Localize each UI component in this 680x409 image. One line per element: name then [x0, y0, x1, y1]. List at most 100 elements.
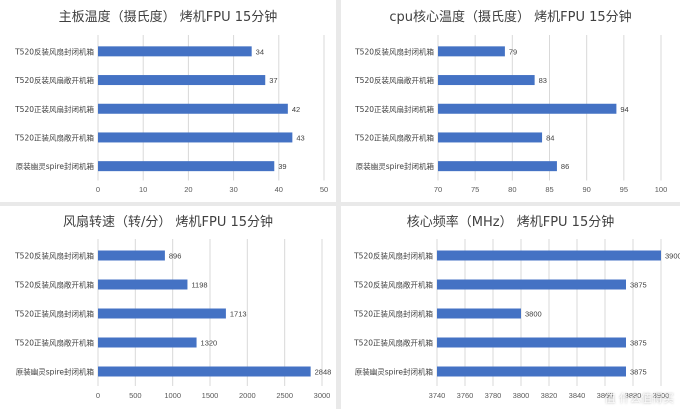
x-tick-label: 80 [508, 185, 516, 194]
data-label: 37 [269, 76, 277, 85]
category-label: T520反装风扇封闭机箱 [14, 46, 94, 56]
data-label: 79 [509, 47, 517, 56]
category-label: T520反装风扇封闭机箱 [354, 46, 434, 56]
data-label: 3900 [665, 252, 680, 261]
bar [98, 103, 288, 114]
x-tick-label: 3800 [513, 391, 530, 400]
chart-title: 核心频率（MHz） 烤机FPU 15分钟 [407, 214, 614, 230]
bar [437, 366, 626, 377]
chart-panel-fan-speed: 风扇转速（转/分） 烤机FPU 15分钟 0 500 1000 1500 2000 2500… [0, 206, 336, 409]
chart-mainboard-temp: 主板温度（摄氏度） 烤机FPU 15分钟 0 10 20 30 40 50 T520反装风扇封… [14, 9, 328, 194]
chart-panel-cpu-temp: cpu核心温度（摄氏度） 烤机FPU 15分钟 70 75 80 85 90 95 100 T5… [341, 0, 680, 202]
category-label: T520正装风扇封闭机箱 [353, 309, 433, 319]
category-label: 原装幽灵spire封闭机箱 [16, 367, 95, 377]
x-tick-label: 0 [96, 391, 100, 400]
data-label: 84 [546, 133, 554, 142]
chart-title: 主板温度（摄氏度） 烤机FPU 15分钟 [59, 9, 278, 25]
data-label: 39 [278, 162, 286, 171]
chart-core-frequency: 核心频率（MHz） 烤机FPU 15分钟 3740 3760 3780 3800 3820… [353, 214, 680, 400]
bar [437, 250, 661, 261]
bar [98, 161, 275, 172]
category-label: T520正装风扇封闭机箱 [14, 104, 94, 114]
data-label: 2848 [315, 368, 332, 377]
x-tick-label: 30 [229, 185, 237, 194]
bar [98, 46, 252, 57]
category-label: T520正装风扇敞开机箱 [353, 338, 433, 348]
x-tick-label: 20 [184, 185, 192, 194]
x-tick-label: 10 [139, 185, 147, 194]
x-tick-label: 100 [655, 185, 668, 194]
category-label: T520正装风扇封闭机箱 [14, 309, 94, 319]
category-label: 原装幽灵spire封闭机箱 [356, 161, 435, 171]
bar [438, 46, 505, 57]
x-tick-label: 1000 [164, 391, 181, 400]
data-label: 42 [292, 105, 300, 114]
x-tick-label: 0 [96, 185, 100, 194]
category-label: T520正装风扇封闭机箱 [354, 104, 434, 114]
bar [437, 308, 521, 319]
x-tick-label: 500 [129, 391, 142, 400]
x-tick-label: 2000 [239, 391, 256, 400]
category-label: 原装幽灵spire封闭机箱 [355, 367, 434, 377]
bar [98, 308, 226, 319]
category-label: 原装幽灵spire封闭机箱 [16, 161, 95, 171]
chart-cpu-temp: cpu核心温度（摄氏度） 烤机FPU 15分钟 70 75 80 85 90 95 100 T5… [354, 9, 668, 194]
x-tick-label: 40 [275, 185, 283, 194]
category-label: T520正装风扇敞开机箱 [14, 338, 94, 348]
data-label: 1713 [230, 310, 247, 319]
data-label: 896 [169, 252, 182, 261]
bar [98, 75, 266, 86]
x-tick-label: 3900 [653, 391, 670, 400]
category-label: T520反装风扇封闭机箱 [353, 251, 433, 261]
x-tick-label: 50 [320, 185, 328, 194]
category-label: T520反装风扇敞开机箱 [14, 75, 94, 85]
data-label: 1198 [191, 281, 207, 290]
bar [438, 103, 617, 114]
x-tick-label: 3840 [569, 391, 586, 400]
x-tick-label: 3740 [429, 391, 446, 400]
bar [437, 337, 626, 348]
bar [98, 250, 165, 261]
x-tick-label: 3880 [625, 391, 642, 400]
category-label: T520反装风扇封闭机箱 [14, 251, 94, 261]
bar [438, 132, 543, 143]
x-tick-label: 90 [582, 185, 590, 194]
bar [98, 132, 293, 143]
data-label: 43 [296, 133, 304, 142]
x-tick-label: 70 [434, 185, 442, 194]
x-tick-label: 2500 [276, 391, 293, 400]
data-label: 94 [620, 105, 628, 114]
data-label: 83 [539, 76, 547, 85]
data-label: 86 [561, 162, 569, 171]
chart-panel-mainboard-temp: 主板温度（摄氏度） 烤机FPU 15分钟 0 10 20 30 40 50 T520反装风扇封… [0, 0, 336, 202]
data-label: 34 [256, 47, 264, 56]
data-label: 1320 [201, 339, 218, 348]
data-label: 3875 [630, 368, 647, 377]
chart-title: cpu核心温度（摄氏度） 烤机FPU 15分钟 [389, 9, 631, 25]
x-tick-label: 3780 [485, 391, 502, 400]
bar [438, 161, 557, 172]
x-tick-label: 85 [545, 185, 553, 194]
data-label: 3875 [630, 281, 647, 290]
category-label: T520正装风扇敞开机箱 [14, 132, 94, 142]
x-tick-label: 1500 [202, 391, 219, 400]
watermark: 值 什么值得买 [604, 392, 675, 405]
chart-title: 风扇转速（转/分） 烤机FPU 15分钟 [63, 214, 273, 230]
x-tick-label: 3760 [457, 391, 474, 400]
bar [437, 279, 626, 290]
chart-fan-speed: 风扇转速（转/分） 烤机FPU 15分钟 0 500 1000 1500 2000 2500… [14, 214, 332, 400]
data-label: 3875 [630, 339, 647, 348]
category-label: T520反装风扇敞开机箱 [14, 280, 94, 290]
category-label: T520正装风扇敞开机箱 [354, 132, 434, 142]
x-tick-label: 3820 [541, 391, 558, 400]
category-label: T520反装风扇敞开机箱 [353, 280, 433, 290]
x-tick-label: 3000 [314, 391, 331, 400]
category-label: T520反装风扇敞开机箱 [354, 75, 434, 85]
bar [98, 279, 188, 290]
bar [438, 75, 535, 86]
data-label: 3800 [525, 310, 542, 319]
x-tick-label: 75 [471, 185, 479, 194]
x-tick-label: 95 [620, 185, 628, 194]
bar [98, 337, 197, 348]
chart-panel-core-frequency: 核心频率（MHz） 烤机FPU 15分钟 3740 3760 3780 3800 3820… [341, 206, 680, 409]
